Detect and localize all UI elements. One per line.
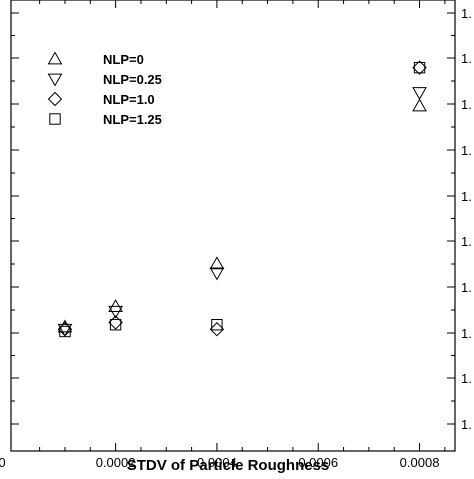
right-tick-label: 1. bbox=[461, 234, 472, 249]
legend-label: NLP=1.25 bbox=[103, 112, 162, 127]
diamond-marker bbox=[47, 91, 63, 107]
legend-label: NLP=0 bbox=[103, 52, 144, 67]
x-axis-ticks bbox=[39, 0, 446, 451]
square-marker bbox=[413, 61, 426, 74]
triangle-down-marker bbox=[47, 73, 63, 87]
right-tick-label: 1. bbox=[461, 280, 472, 295]
triangle-down-marker bbox=[57, 323, 73, 337]
x-tick-label: 0.0004 bbox=[197, 455, 237, 470]
y-axis-ticks bbox=[11, 12, 455, 425]
square-marker bbox=[59, 325, 71, 338]
x-tick-label: 0 bbox=[0, 455, 6, 470]
right-tick-label: 1. bbox=[461, 6, 472, 21]
triangle-down-marker bbox=[412, 87, 427, 100]
triangle-up-marker bbox=[47, 51, 63, 65]
square-marker bbox=[49, 113, 61, 125]
triangle-up-marker bbox=[412, 98, 427, 112]
diamond-marker bbox=[412, 60, 427, 75]
square-marker bbox=[109, 319, 122, 331]
right-tick-label: 1. bbox=[461, 143, 472, 158]
square-marker bbox=[211, 319, 223, 331]
right-tick-label: 1. bbox=[461, 326, 472, 341]
legend-label: NLP=0.25 bbox=[103, 72, 162, 87]
x-axis-tick-labels: 0 0.0002 0.0004 0.0006 0.0008 bbox=[0, 455, 439, 470]
x-tick-label: 0.0002 bbox=[96, 455, 136, 470]
diamond-marker bbox=[108, 315, 123, 330]
data-points bbox=[57, 60, 427, 338]
x-tick-label: 0.0006 bbox=[298, 455, 338, 470]
legend: NLP=0 NLP=0.25 NLP=1.0 NLP=1.25 bbox=[47, 51, 162, 127]
right-tick-label: 1. bbox=[461, 189, 472, 204]
diamond-marker bbox=[209, 322, 225, 337]
plot-frame bbox=[10, 0, 456, 452]
legend-label: NLP=1.0 bbox=[103, 92, 155, 107]
triangle-up-marker bbox=[209, 256, 225, 270]
diamond-marker bbox=[57, 322, 73, 337]
x-tick-label: 0.0008 bbox=[400, 455, 440, 470]
x-axis-label: STDV of Particle Roughness bbox=[127, 457, 330, 474]
triangle-down-marker bbox=[108, 305, 123, 319]
right-tick-label: 1. bbox=[461, 51, 472, 66]
right-tick-label: 1. bbox=[461, 371, 472, 386]
right-axis-tick-labels: 1. 1. 1. 1. 1. 1. 1. 1. 1. 1. bbox=[461, 6, 472, 432]
triangle-down-marker bbox=[209, 267, 225, 281]
right-tick-label: 1. bbox=[461, 97, 472, 112]
right-tick-label: 1. bbox=[461, 417, 472, 432]
